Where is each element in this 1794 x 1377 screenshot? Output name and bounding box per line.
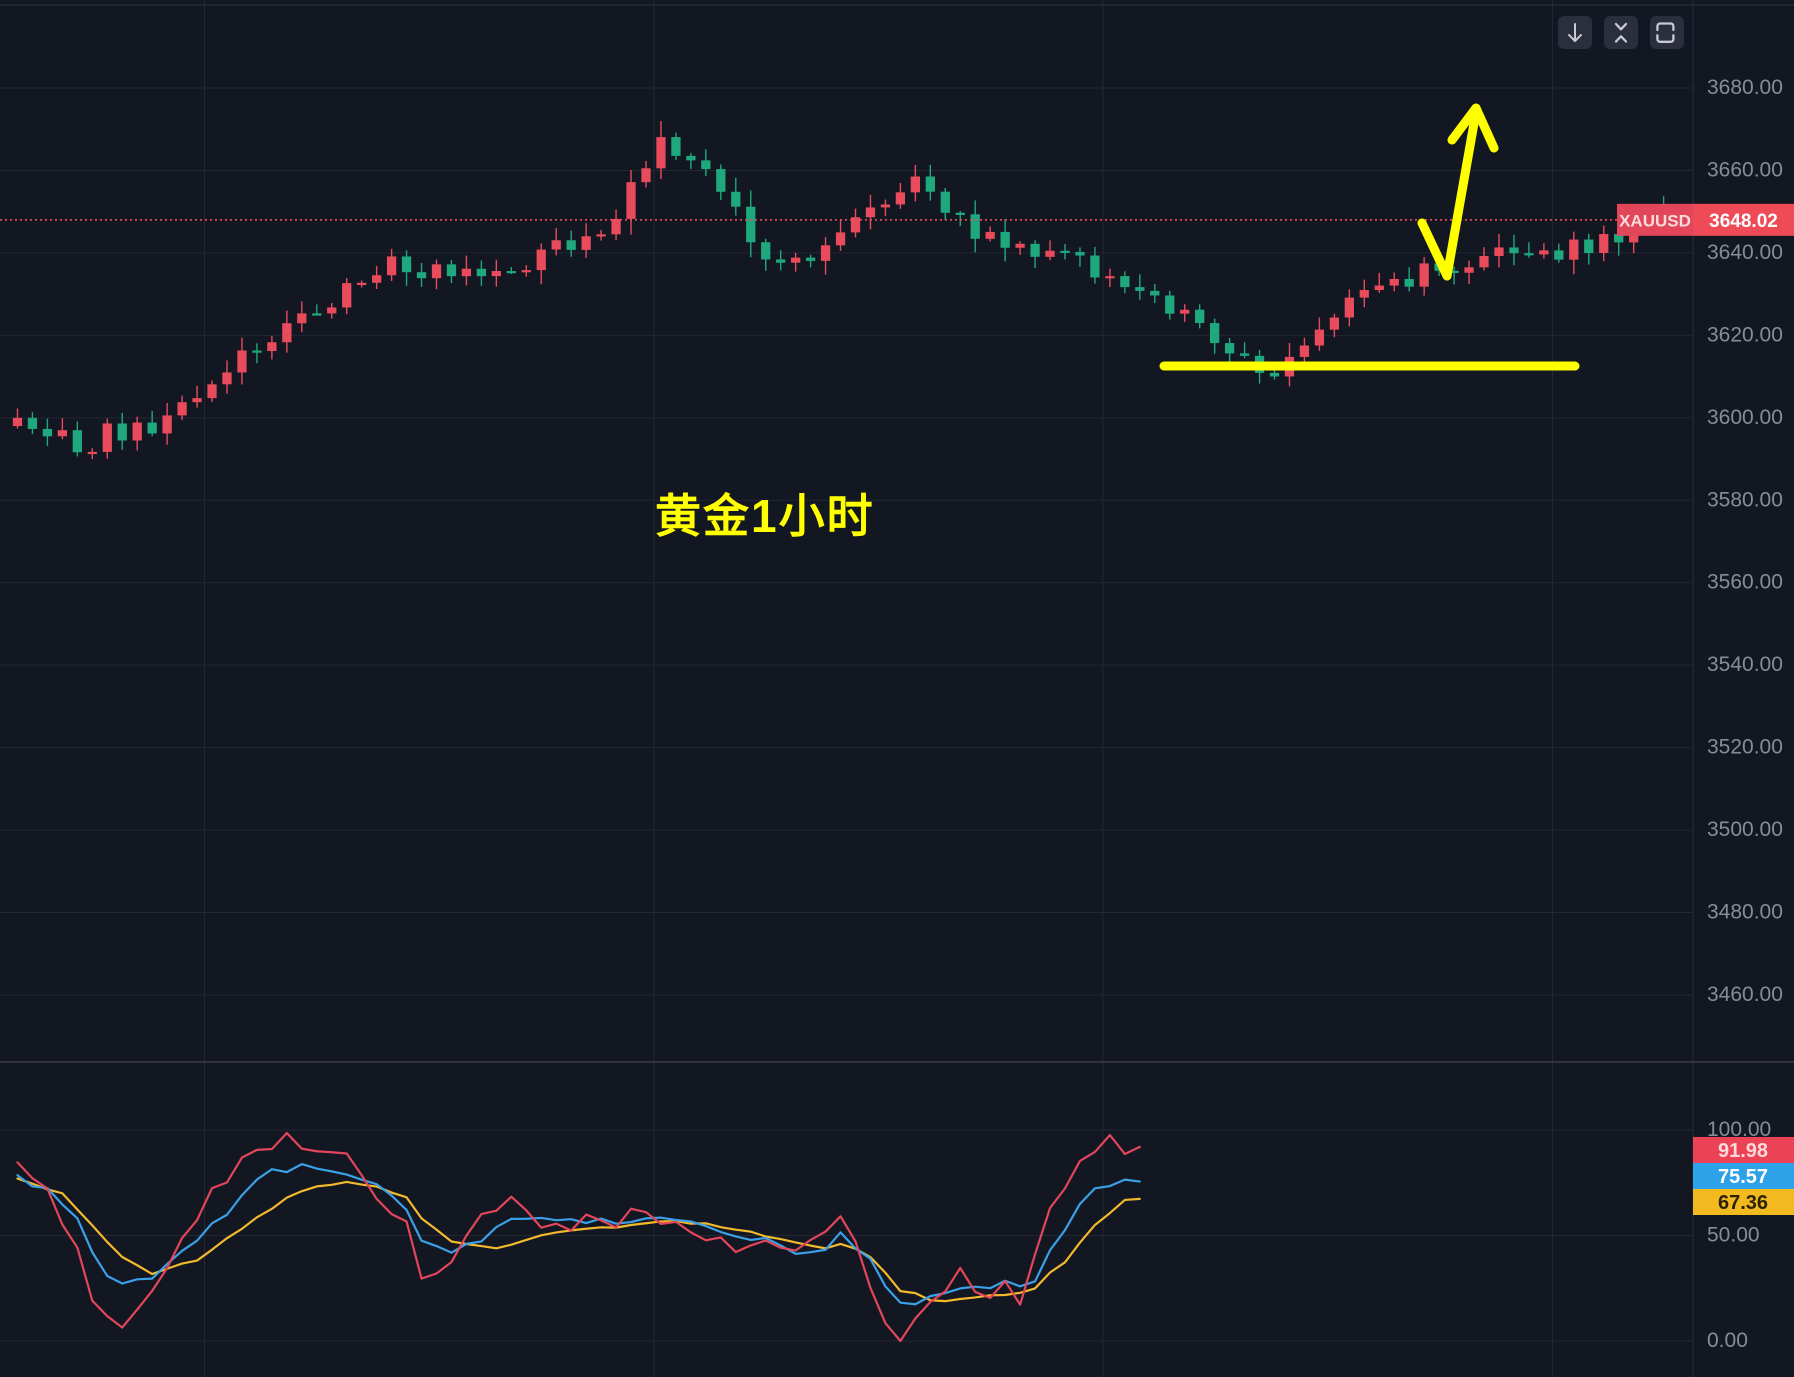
svg-text:50.00: 50.00 (1707, 1224, 1760, 1247)
svg-text:3580.00: 3580.00 (1707, 488, 1783, 511)
svg-text:3680.00: 3680.00 (1707, 76, 1783, 99)
svg-text:3620.00: 3620.00 (1707, 323, 1783, 346)
svg-text:3500.00: 3500.00 (1707, 818, 1783, 841)
svg-text:3520.00: 3520.00 (1707, 736, 1783, 759)
svg-text:3648.02: 3648.02 (1709, 211, 1778, 232)
svg-text:3600.00: 3600.00 (1707, 406, 1783, 429)
svg-text:XAUUSD: XAUUSD (1619, 211, 1691, 230)
svg-text:3640.00: 3640.00 (1707, 241, 1783, 264)
svg-text:3560.00: 3560.00 (1707, 571, 1783, 594)
svg-text:67.36: 67.36 (1718, 1192, 1768, 1214)
svg-text:3540.00: 3540.00 (1707, 653, 1783, 676)
svg-text:3480.00: 3480.00 (1707, 901, 1783, 924)
svg-text:3460.00: 3460.00 (1707, 983, 1783, 1006)
svg-text:91.98: 91.98 (1718, 1140, 1768, 1162)
svg-text:0.00: 0.00 (1707, 1329, 1748, 1352)
svg-text:75.57: 75.57 (1718, 1166, 1768, 1188)
svg-text:3660.00: 3660.00 (1707, 158, 1783, 181)
